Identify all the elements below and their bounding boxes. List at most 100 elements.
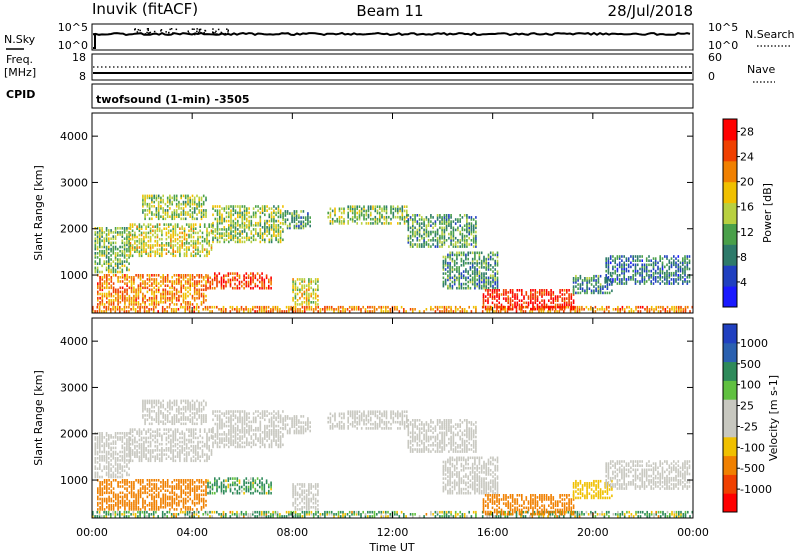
power-scatter-cell [184, 305, 186, 309]
power-scatter-cell [193, 299, 196, 302]
power-scatter-cell [673, 259, 675, 262]
power-scatter-cell [200, 274, 203, 277]
power-scatter-cell [204, 305, 207, 309]
power-scatter-cell [358, 215, 361, 219]
power-scatter-cell [172, 231, 174, 235]
power-scatter-cell [191, 211, 194, 214]
power-scatter-cell [403, 215, 406, 219]
power-scatter-cell [301, 288, 303, 292]
power-scatter-cell [146, 310, 148, 313]
power-scatter-cell [483, 282, 485, 286]
power-scatter-cell [234, 282, 236, 286]
power-scatter-cell [401, 205, 404, 208]
power-scatter-cell [403, 217, 406, 221]
power-scatter-cell [452, 230, 455, 234]
power-scatter-cell [218, 272, 221, 275]
power-scatter-cell [399, 222, 401, 225]
power-scatter-cell [500, 307, 503, 311]
power-scatter-cell [688, 261, 691, 265]
velocity-scatter-cell [617, 513, 619, 516]
power-scatter-cell [252, 236, 255, 240]
power-scatter-cell [236, 305, 238, 309]
power-scatter-cell [119, 294, 122, 298]
velocity-scatter-cell [292, 510, 295, 514]
power-scatter-cell [572, 305, 575, 309]
power-scatter-cell [522, 305, 525, 309]
power-scatter-cell [160, 215, 162, 218]
power-scatter-cell [525, 293, 528, 296]
power-scatter-cell [230, 228, 232, 231]
power-scatter-cell [258, 310, 261, 313]
velocity-scatter-cell [112, 450, 115, 454]
power-scatter-cell [534, 297, 537, 300]
velocity-scatter-cell [675, 515, 678, 518]
power-scatter-cell [374, 217, 377, 221]
power-scatter-cell [474, 274, 476, 277]
power-scatter-cell [252, 274, 254, 277]
power-scatter-cell [178, 274, 180, 277]
power-scatter-cell [534, 301, 537, 305]
velocity-scatter-cell [128, 510, 130, 514]
velocity-scatter-cell [128, 515, 130, 518]
power-scatter-cell [193, 282, 196, 285]
power-scatter-cell [502, 291, 505, 294]
power-scatter-cell [303, 290, 306, 294]
power-scatter-cell [128, 286, 131, 290]
velocity-scatter-cell [490, 510, 493, 514]
power-scatter-cell [142, 202, 144, 206]
velocity-scatter-cell [267, 510, 270, 514]
power-scatter-cell [175, 215, 178, 218]
power-scatter-cell [252, 308, 254, 311]
power-scatter-cell [142, 198, 144, 202]
power-scatter-cell [194, 227, 197, 230]
power-scatter-cell [614, 269, 616, 273]
power-scatter-cell [427, 232, 430, 236]
power-scatter-cell [250, 272, 252, 275]
power-scatter-cell [608, 310, 610, 313]
noise-dot [187, 30, 189, 32]
velocity-scatter-cell [495, 515, 497, 518]
power-scatter-cell [303, 310, 306, 313]
velocity-scatter-cell [337, 515, 340, 518]
power-scatter-cell [149, 239, 152, 243]
power-scatter-cell [209, 280, 211, 284]
power-scatter-cell [430, 232, 432, 236]
power-scatter-cell [179, 248, 181, 251]
power-scatter-cell [343, 207, 345, 211]
power-scatter-cell [257, 205, 259, 208]
power-scatter-cell [381, 222, 383, 225]
power-scatter-cell [108, 260, 110, 263]
power-scatter-cell [246, 238, 248, 242]
velocity-scatter-cell [119, 463, 121, 466]
power-scatter-cell [432, 230, 434, 234]
power-scatter-cell [347, 211, 349, 215]
power-scatter-cell [252, 276, 254, 280]
velocity-scatter-cell [680, 513, 682, 516]
power-scatter-cell [149, 229, 152, 233]
velocity-scatter-cell [170, 451, 172, 454]
power-scatter-cell [232, 226, 235, 229]
power-scatter-cell [198, 274, 200, 277]
power-scatter-cell [579, 291, 582, 295]
velocity-scatter-cell [301, 515, 304, 518]
power-scatter-cell [691, 305, 694, 309]
power-scatter-cell [205, 274, 207, 277]
velocity-scatter-cell [158, 428, 161, 431]
power-scatter-cell [476, 282, 478, 286]
power-scatter-cell [675, 261, 677, 265]
power-scatter-cell [376, 222, 379, 225]
power-scatter-cell [167, 250, 170, 253]
power-scatter-cell [179, 305, 182, 309]
power-scatter-cell [686, 261, 689, 265]
power-scatter-cell [146, 278, 149, 281]
power-scatter-cell [210, 246, 213, 249]
velocity-scatter-cell [94, 461, 97, 464]
power-scatter-cell [476, 278, 478, 282]
power-scatter-cell [203, 225, 206, 228]
power-scatter-cell [166, 299, 169, 302]
power-scatter-cell [572, 299, 575, 302]
velocity-scatter-cell [549, 515, 552, 518]
power-scatter-cell [443, 241, 446, 244]
power-scatter-cell [202, 213, 205, 216]
power-scatter-cell [243, 274, 245, 277]
